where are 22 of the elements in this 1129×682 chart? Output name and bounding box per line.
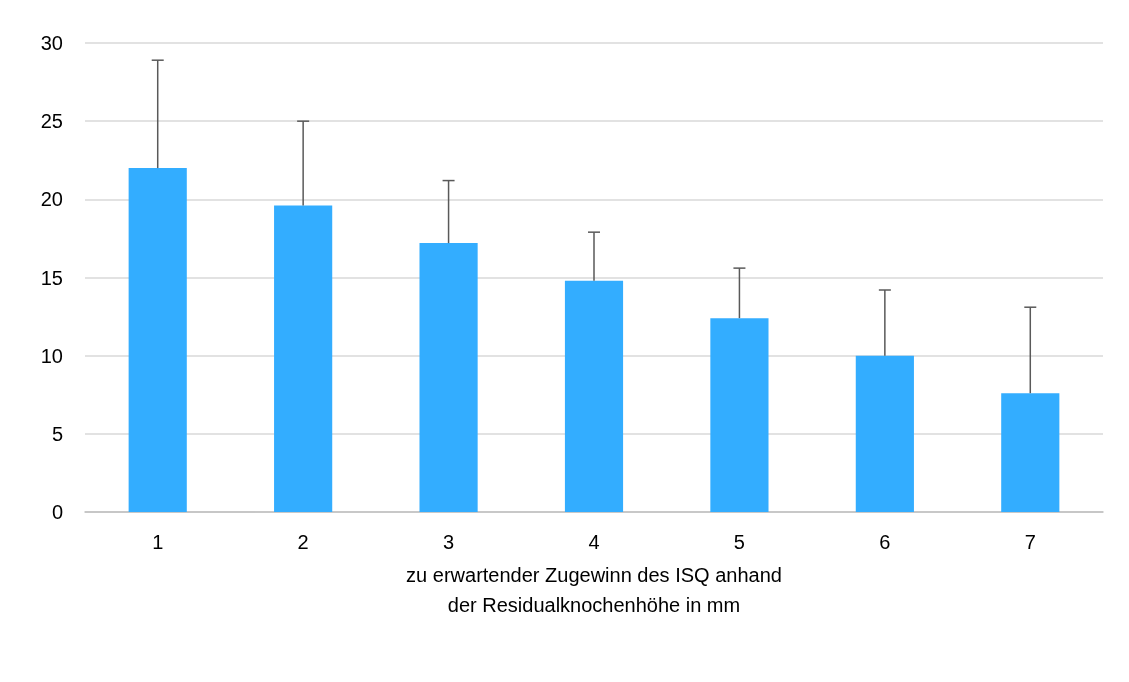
x-tick-label: 4 [588, 531, 600, 553]
x-tick-label: 1 [152, 531, 164, 553]
bar [274, 205, 333, 512]
x-tick-label: 3 [443, 531, 455, 553]
x-tick-label: 6 [879, 531, 891, 553]
x-axis-title: zu erwartender Zugewinn des ISQ anhand der Residualknochenhöhe in mm [406, 564, 782, 616]
y-tick-label: 0 [51, 501, 63, 523]
bar [564, 280, 624, 512]
bar [855, 355, 914, 512]
y-tick-label: 5 [51, 422, 63, 445]
bar [419, 243, 478, 512]
y-tick-label: 15 [40, 266, 63, 289]
bar [710, 318, 769, 512]
x-tick-label: 7 [1024, 531, 1036, 553]
bar [128, 168, 187, 512]
x-tick-label: 2 [297, 531, 309, 553]
y-tick-label: 25 [40, 110, 63, 133]
y-tick-label: 10 [40, 344, 63, 367]
bar [1001, 393, 1060, 512]
y-tick-label: 30 [40, 32, 63, 54]
x-tick-label: 5 [733, 531, 745, 553]
y-tick-label: 20 [40, 188, 63, 211]
